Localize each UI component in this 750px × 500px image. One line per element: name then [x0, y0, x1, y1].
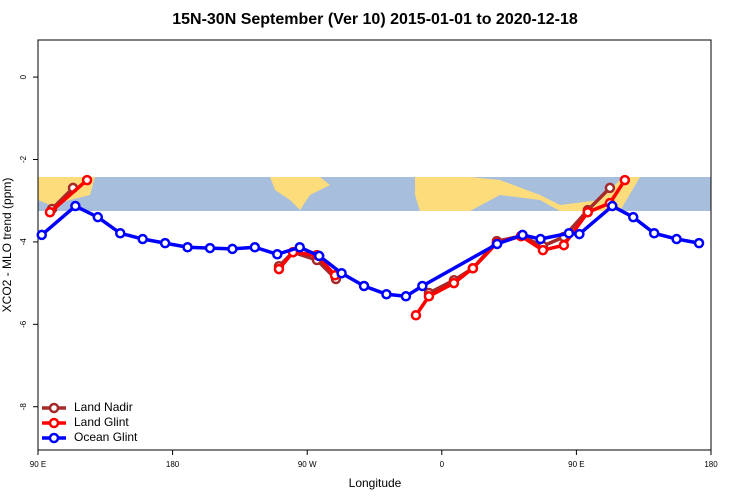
data-point — [400, 291, 412, 302]
data-point — [467, 263, 479, 274]
data-point — [294, 242, 305, 253]
data-point — [607, 200, 618, 212]
data-point — [92, 211, 104, 223]
plot-frame — [37, 39, 712, 451]
y-tick-label: 0 — [19, 74, 28, 79]
data-point — [182, 242, 193, 253]
data-point — [204, 242, 216, 254]
x-tick-label: 180 — [166, 460, 180, 469]
x-axis-label: Longitude — [349, 476, 402, 490]
data-point — [159, 237, 171, 249]
data-point — [70, 200, 81, 212]
data-point — [410, 310, 422, 321]
data-point — [537, 244, 549, 256]
y-tick-label: -4 — [19, 238, 28, 246]
data-point — [627, 211, 639, 223]
data-point — [619, 174, 631, 186]
legend-label: Land Nadir — [74, 400, 133, 414]
legend-marker — [48, 432, 60, 444]
x-tick-label: 90 W — [298, 460, 317, 469]
x-tick-label: 0 — [440, 460, 445, 469]
data-point — [358, 280, 370, 292]
series-line — [40, 204, 700, 299]
data-point — [558, 239, 570, 251]
x-tick-label: 90 E — [30, 460, 46, 469]
data-point — [249, 242, 261, 253]
data-point — [648, 228, 660, 239]
data-point — [448, 277, 460, 289]
y-tick-label: -2 — [19, 155, 28, 163]
data-point — [313, 250, 325, 262]
data-point — [272, 249, 283, 260]
legend-marker — [48, 417, 60, 429]
chart-title: 15N-30N September (Ver 10) 2015-01-01 to… — [172, 11, 578, 28]
data-point — [582, 206, 594, 218]
data-point — [115, 228, 126, 239]
data-point — [491, 238, 503, 250]
data-point — [381, 288, 392, 300]
data-point — [517, 229, 528, 241]
data-point — [563, 228, 575, 239]
data-point — [44, 206, 56, 218]
data-point — [671, 233, 682, 245]
data-point — [417, 280, 428, 292]
legend-label: Ocean Glint — [74, 430, 138, 444]
data-point — [693, 237, 705, 249]
data-point — [604, 182, 616, 194]
map-strip — [38, 177, 711, 211]
data-point — [423, 291, 435, 302]
x-tick-label: 180 — [704, 460, 718, 469]
data-point — [273, 263, 285, 275]
x-tick-label: 90 E — [568, 460, 584, 469]
data-point — [336, 267, 347, 279]
data-point — [36, 229, 47, 241]
legend-marker — [48, 402, 60, 414]
y-tick-label: -8 — [19, 403, 28, 411]
y-axis-label: XCO2 - MLO trend (ppm) — [0, 178, 14, 313]
legend-label: Land Glint — [74, 415, 129, 429]
data-point — [535, 233, 546, 245]
data-point — [81, 174, 93, 186]
data-point — [227, 243, 238, 255]
y-tick-label: -6 — [19, 320, 28, 328]
data-point — [137, 233, 148, 245]
data-point — [574, 228, 585, 240]
